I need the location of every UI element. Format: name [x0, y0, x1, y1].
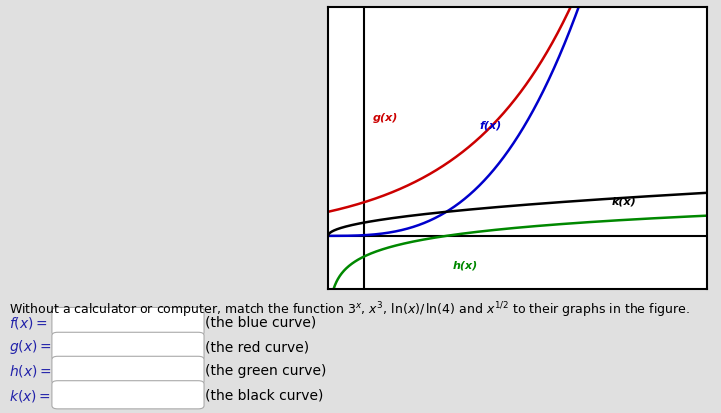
Text: $k(x) =$: $k(x) =$	[9, 387, 50, 403]
Text: (the blue curve): (the blue curve)	[205, 315, 317, 329]
Text: Without a calculator or computer, match the function $3^x$, $x^3$, $\mathrm{ln}(: Without a calculator or computer, match …	[9, 299, 689, 319]
Text: $g(x) =$: $g(x) =$	[9, 337, 51, 356]
Text: g(x): g(x)	[373, 113, 399, 123]
Text: f(x): f(x)	[479, 120, 502, 130]
Text: (the black curve): (the black curve)	[205, 388, 324, 402]
Text: (the red curve): (the red curve)	[205, 339, 309, 354]
Text: $h(x) =$: $h(x) =$	[9, 363, 51, 378]
Text: h(x): h(x)	[452, 259, 477, 270]
Text: (the green curve): (the green curve)	[205, 363, 327, 377]
Text: $f(x) =$: $f(x) =$	[9, 314, 48, 330]
Text: k(x): k(x)	[612, 196, 637, 206]
